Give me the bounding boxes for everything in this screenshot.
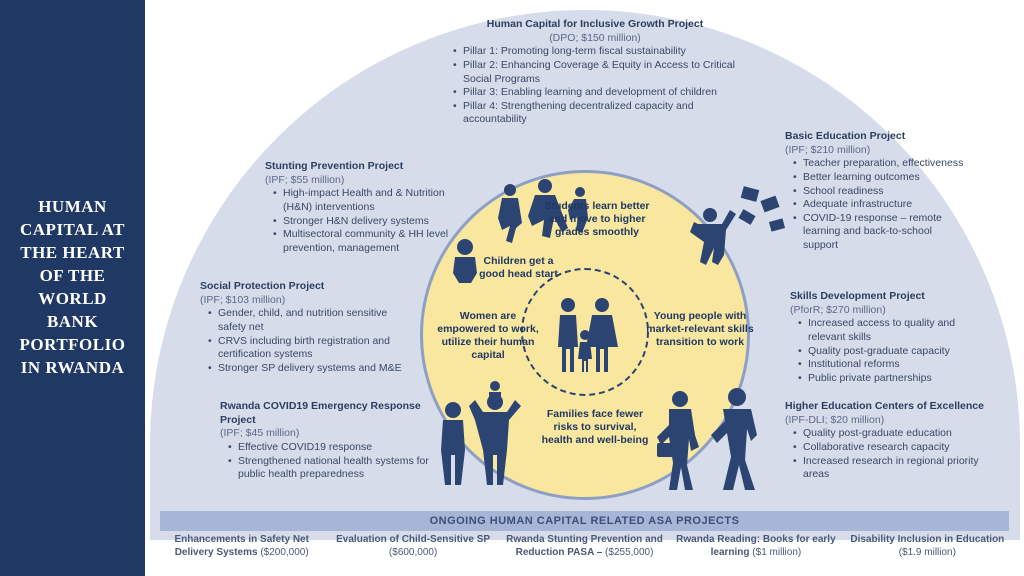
- project-stunting: Stunting Prevention Project (IPF; $55 mi…: [265, 160, 450, 255]
- child-books-icon: [680, 180, 790, 270]
- main-diagram: Students learn better and move to higher…: [145, 0, 1024, 576]
- project-title: Human Capital for Inclusive Growth Proje…: [445, 18, 745, 32]
- circle-text-right: Young people with market-relevant skills…: [645, 310, 755, 349]
- family-icon: [540, 287, 630, 377]
- project-social: Social Protection Project (IPF; $103 mil…: [200, 280, 415, 375]
- asa-bar: ONGOING HUMAN CAPITAL RELATED ASA PROJEC…: [160, 511, 1009, 531]
- project-list: Pillar 1: Promoting long-term fiscal sus…: [445, 45, 745, 127]
- project-sub: (DPO; $150 million): [445, 32, 745, 46]
- people-walking-icon: [655, 385, 775, 495]
- parent-child-icon: [435, 380, 535, 490]
- project-skills: Skills Development Project (PforR; $270 …: [790, 290, 980, 385]
- circle-text-topleft: Children get a good head start: [471, 255, 566, 281]
- project-basic: Basic Education Project (IPF; $210 milli…: [785, 130, 965, 253]
- circle-text-left: Women are empowered to work, utilize the…: [433, 310, 543, 363]
- asa-item: Disability Inclusion in Education ($1.9 …: [846, 533, 1009, 571]
- project-higher: Higher Education Centers of Excellence (…: [785, 400, 985, 482]
- circle-text-bottom: Families face fewer risks to survival, h…: [540, 408, 650, 447]
- project-top: Human Capital for Inclusive Growth Proje…: [445, 18, 745, 127]
- project-covid: Rwanda COVID19 Emergency Response Projec…: [220, 400, 430, 482]
- asa-item: Evaluation of Child-Sensitive SP ($600,0…: [331, 533, 494, 571]
- asa-projects: Enhancements in Safety Net Delivery Syst…: [160, 533, 1009, 571]
- circle-text-top: Students learn better and move to higher…: [537, 200, 657, 239]
- sidebar: HUMAN CAPITAL AT THE HEART OF THE WORLD …: [0, 0, 145, 576]
- sidebar-title: HUMAN CAPITAL AT THE HEART OF THE WORLD …: [12, 196, 133, 380]
- asa-item: Rwanda Stunting Prevention and Reduction…: [503, 533, 666, 571]
- asa-item: Enhancements in Safety Net Delivery Syst…: [160, 533, 323, 571]
- asa-item: Rwanda Reading: Books for early learning…: [674, 533, 837, 571]
